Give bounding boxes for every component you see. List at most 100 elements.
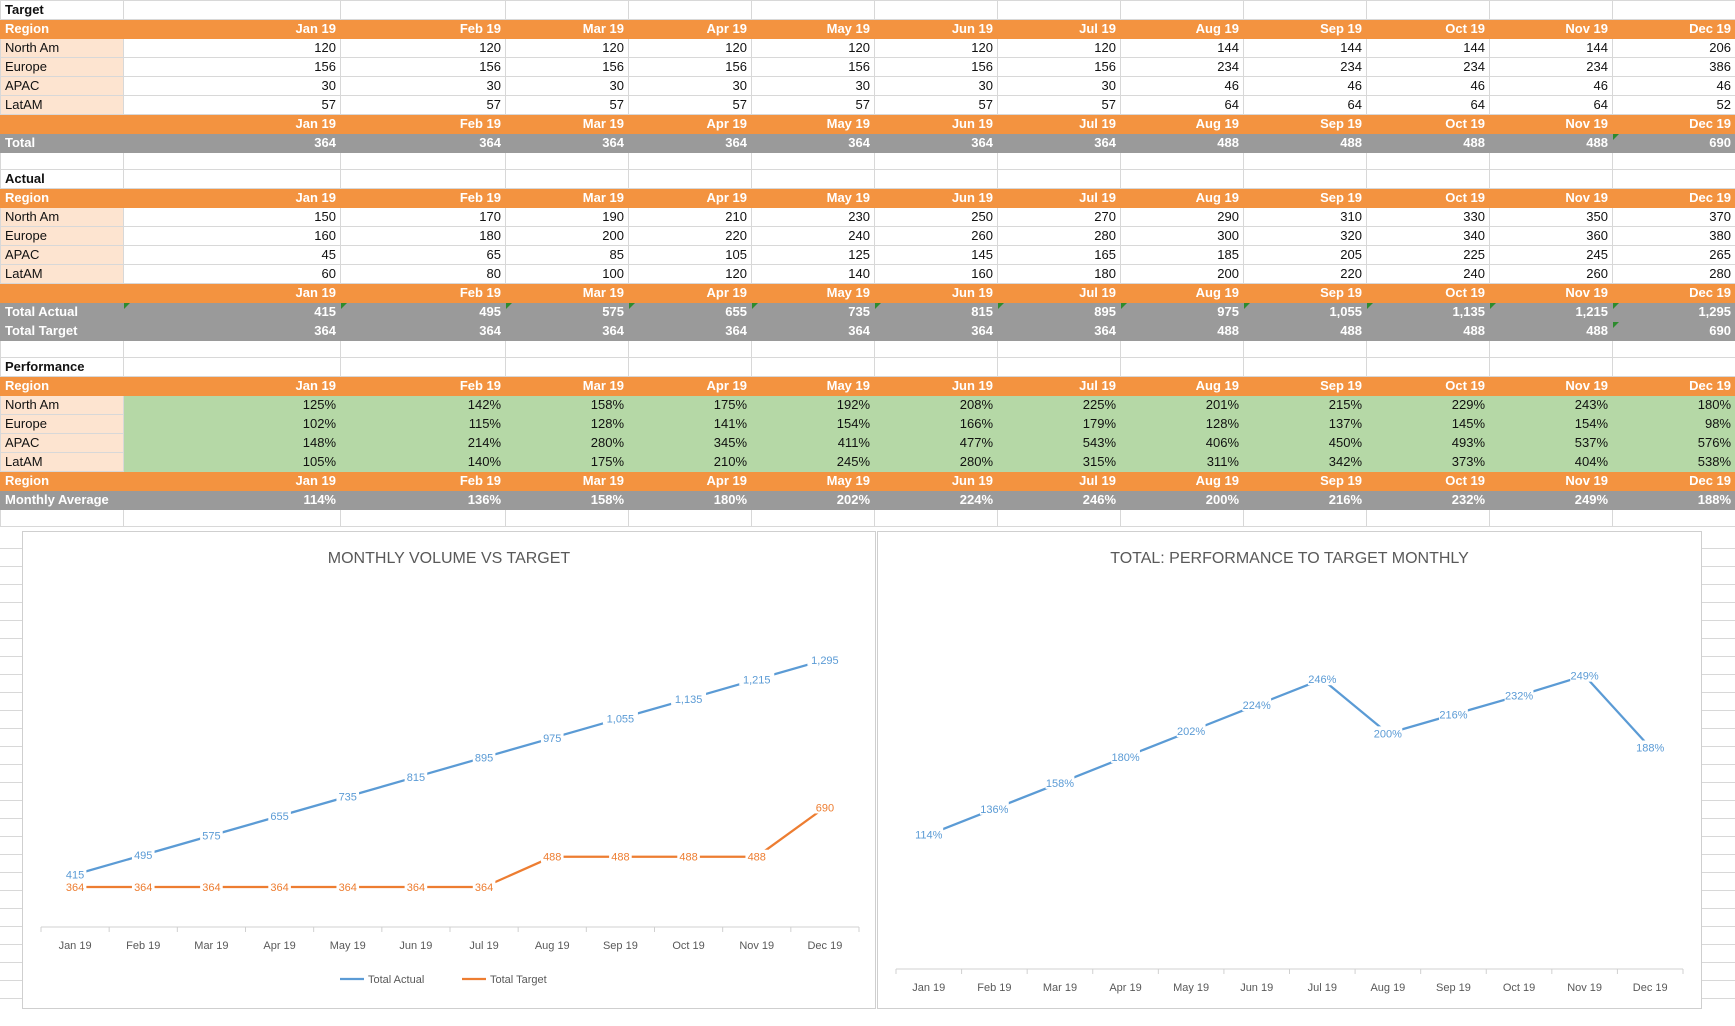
value-cell[interactable]: 214% <box>340 433 506 453</box>
value-cell[interactable]: 156 <box>505 57 629 77</box>
value-cell[interactable]: 270 <box>997 207 1121 227</box>
value-cell[interactable]: 30 <box>751 76 875 96</box>
empty-cell[interactable] <box>1612 509 1735 527</box>
value-cell[interactable]: 120 <box>628 38 752 58</box>
value-cell[interactable]: 180% <box>628 490 752 510</box>
empty-cell[interactable] <box>1243 357 1367 377</box>
value-cell[interactable]: 364 <box>874 321 998 341</box>
month-header[interactable]: Oct 19 <box>1366 114 1490 134</box>
month-header[interactable]: Apr 19 <box>628 471 752 491</box>
value-cell[interactable]: 290 <box>1120 207 1244 227</box>
empty-cell[interactable] <box>1120 169 1244 189</box>
value-cell[interactable]: 148% <box>123 433 341 453</box>
empty-cell[interactable] <box>997 0 1121 20</box>
empty-cell[interactable] <box>874 357 998 377</box>
month-header[interactable]: May 19 <box>751 19 875 39</box>
header-label[interactable] <box>0 114 124 134</box>
empty-cell[interactable] <box>123 509 341 527</box>
value-cell[interactable]: 140 <box>751 264 875 284</box>
value-cell[interactable]: 192% <box>751 395 875 415</box>
value-cell[interactable]: 210% <box>628 452 752 472</box>
value-cell[interactable]: 216% <box>1243 490 1367 510</box>
value-cell[interactable]: 249% <box>1489 490 1613 510</box>
row-label[interactable]: Monthly Average <box>0 490 124 510</box>
value-cell[interactable]: 46 <box>1120 76 1244 96</box>
value-cell[interactable]: 360 <box>1489 226 1613 246</box>
value-cell[interactable]: 488 <box>1366 133 1490 153</box>
header-label[interactable]: Region <box>0 471 124 491</box>
row-label[interactable]: Europe <box>0 414 124 434</box>
row-label[interactable]: Europe <box>0 226 124 246</box>
value-cell[interactable]: 1,135 <box>1366 302 1490 322</box>
value-cell[interactable]: 364 <box>505 133 629 153</box>
empty-cell[interactable] <box>0 340 124 358</box>
month-header[interactable]: Jul 19 <box>997 114 1121 134</box>
value-cell[interactable]: 243% <box>1489 395 1613 415</box>
month-header[interactable]: Jul 19 <box>997 188 1121 208</box>
month-header[interactable]: Dec 19 <box>1612 283 1735 303</box>
value-cell[interactable]: 315% <box>997 452 1121 472</box>
month-header[interactable]: May 19 <box>751 471 875 491</box>
value-cell[interactable]: 57 <box>874 95 998 115</box>
value-cell[interactable]: 175% <box>628 395 752 415</box>
empty-cell[interactable] <box>505 357 629 377</box>
empty-cell[interactable] <box>505 509 629 527</box>
value-cell[interactable]: 190 <box>505 207 629 227</box>
empty-cell[interactable] <box>874 152 998 170</box>
month-header[interactable]: Sep 19 <box>1243 188 1367 208</box>
value-cell[interactable]: 370 <box>1612 207 1735 227</box>
month-header[interactable]: May 19 <box>751 283 875 303</box>
month-header[interactable]: Dec 19 <box>1612 19 1735 39</box>
value-cell[interactable]: 364 <box>340 133 506 153</box>
value-cell[interactable]: 280 <box>1612 264 1735 284</box>
month-header[interactable]: Apr 19 <box>628 376 752 396</box>
value-cell[interactable]: 120 <box>997 38 1121 58</box>
value-cell[interactable]: 137% <box>1243 414 1367 434</box>
empty-cell[interactable] <box>751 169 875 189</box>
empty-cell[interactable] <box>1489 509 1613 527</box>
empty-cell[interactable] <box>340 0 506 20</box>
value-cell[interactable]: 156 <box>340 57 506 77</box>
value-cell[interactable]: 179% <box>997 414 1121 434</box>
value-cell[interactable]: 120 <box>340 38 506 58</box>
value-cell[interactable]: 206 <box>1612 38 1735 58</box>
row-label[interactable]: LatAM <box>0 452 124 472</box>
value-cell[interactable]: 120 <box>123 38 341 58</box>
month-header[interactable]: Feb 19 <box>340 376 506 396</box>
value-cell[interactable]: 415 <box>123 302 341 322</box>
empty-cell[interactable] <box>123 340 341 358</box>
month-header[interactable]: Jul 19 <box>997 283 1121 303</box>
empty-cell[interactable] <box>1489 357 1613 377</box>
chart-volume-vs-target[interactable]: MONTHLY VOLUME VS TARGET Jan 19 Feb 19 Mar… <box>22 531 876 1009</box>
month-header[interactable]: Jan 19 <box>123 471 341 491</box>
empty-cell[interactable] <box>1243 169 1367 189</box>
value-cell[interactable]: 180 <box>340 226 506 246</box>
empty-cell[interactable] <box>628 0 752 20</box>
value-cell[interactable]: 57 <box>628 95 752 115</box>
month-header[interactable]: Mar 19 <box>505 19 629 39</box>
value-cell[interactable]: 60 <box>123 264 341 284</box>
empty-cell[interactable] <box>997 340 1121 358</box>
empty-cell[interactable] <box>997 357 1121 377</box>
empty-cell[interactable] <box>123 357 341 377</box>
empty-cell[interactable] <box>874 169 998 189</box>
value-cell[interactable]: 250 <box>874 207 998 227</box>
value-cell[interactable]: 125 <box>751 245 875 265</box>
value-cell[interactable]: 80 <box>340 264 506 284</box>
value-cell[interactable]: 240 <box>751 226 875 246</box>
month-header[interactable]: Jun 19 <box>874 376 998 396</box>
month-header[interactable]: Feb 19 <box>340 283 506 303</box>
empty-cell[interactable] <box>1243 340 1367 358</box>
empty-cell[interactable] <box>874 509 998 527</box>
month-header[interactable]: Apr 19 <box>628 114 752 134</box>
empty-cell[interactable] <box>628 357 752 377</box>
month-header[interactable]: Aug 19 <box>1120 471 1244 491</box>
empty-cell[interactable] <box>1120 152 1244 170</box>
value-cell[interactable]: 655 <box>628 302 752 322</box>
empty-cell[interactable] <box>1612 0 1735 20</box>
value-cell[interactable]: 386 <box>1612 57 1735 77</box>
value-cell[interactable]: 120 <box>505 38 629 58</box>
value-cell[interactable]: 373% <box>1366 452 1490 472</box>
value-cell[interactable]: 46 <box>1612 76 1735 96</box>
value-cell[interactable]: 144 <box>1489 38 1613 58</box>
